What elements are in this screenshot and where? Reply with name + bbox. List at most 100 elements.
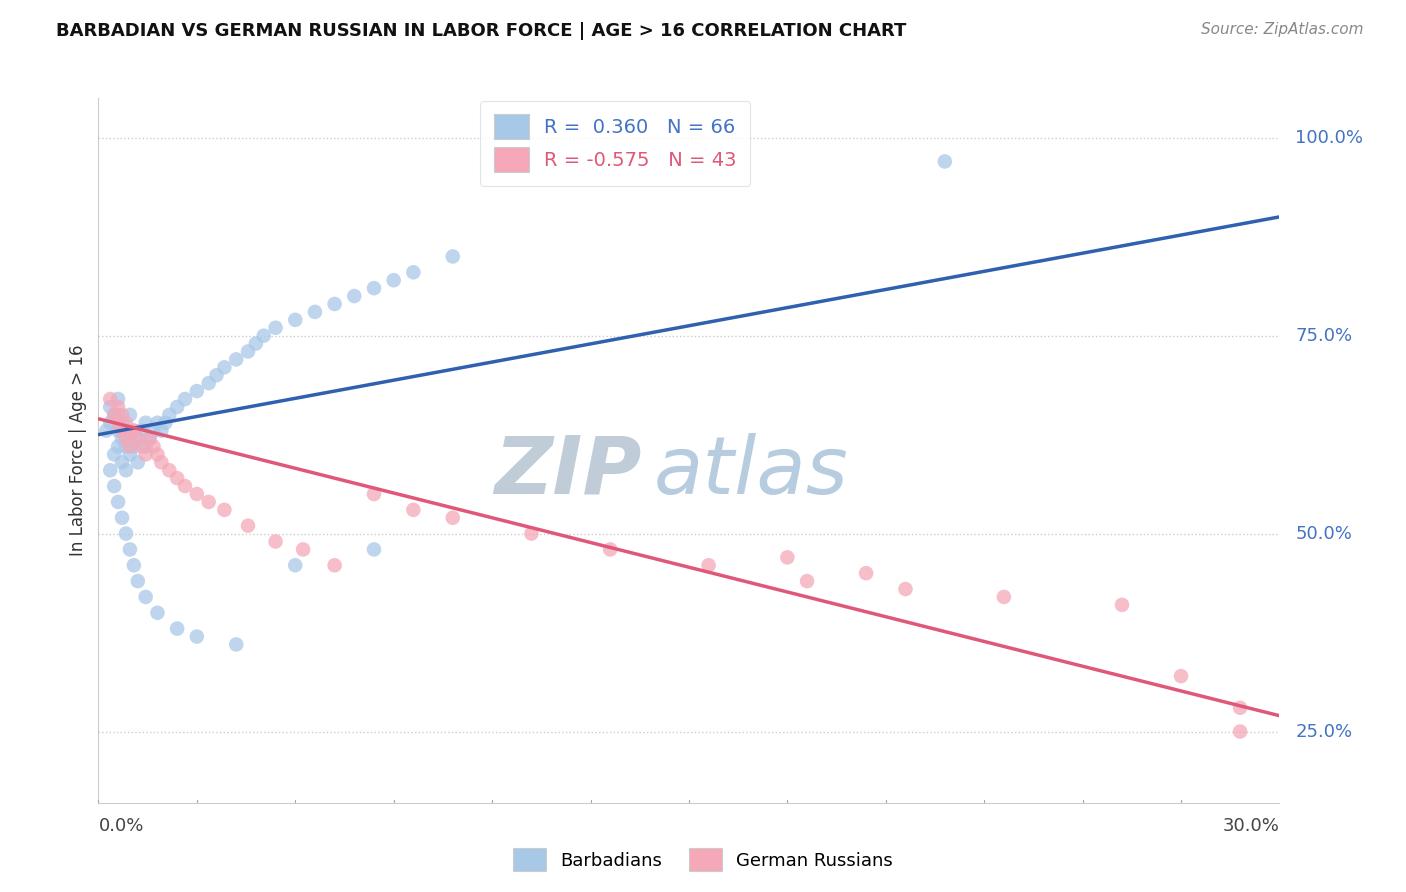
Point <box>146 447 169 461</box>
Text: atlas: atlas <box>654 433 848 510</box>
Point <box>111 408 134 422</box>
Point <box>1111 598 1133 612</box>
Point <box>138 432 160 446</box>
Point <box>174 479 197 493</box>
Point <box>186 630 208 644</box>
Text: 0.0%: 0.0% <box>98 817 143 835</box>
Point <box>402 503 425 517</box>
Point <box>796 574 818 588</box>
Point <box>131 424 153 438</box>
Point <box>107 408 129 422</box>
Point <box>115 424 138 438</box>
Point <box>98 392 121 406</box>
Point <box>197 376 219 391</box>
Point <box>157 463 180 477</box>
Point <box>382 273 405 287</box>
Point <box>402 265 425 279</box>
Point <box>157 408 180 422</box>
Point <box>363 281 385 295</box>
Point <box>697 558 720 573</box>
Point <box>98 400 121 414</box>
Point <box>127 432 149 446</box>
Point <box>122 424 145 438</box>
Point <box>363 487 385 501</box>
Point <box>155 416 177 430</box>
Point <box>1229 724 1251 739</box>
Point <box>264 320 287 334</box>
Text: 50.0%: 50.0% <box>1295 524 1353 542</box>
Point <box>107 424 129 438</box>
Text: 100.0%: 100.0% <box>1295 128 1364 146</box>
Point <box>1229 700 1251 714</box>
Text: BARBADIAN VS GERMAN RUSSIAN IN LABOR FORCE | AGE > 16 CORRELATION CHART: BARBADIAN VS GERMAN RUSSIAN IN LABOR FOR… <box>56 22 907 40</box>
Point <box>599 542 621 557</box>
Point <box>118 424 141 438</box>
Point <box>166 471 188 485</box>
Point <box>122 440 145 454</box>
Point <box>115 416 138 430</box>
Point <box>122 558 145 573</box>
Point <box>135 447 157 461</box>
Legend: R =  0.360   N = 66, R = -0.575   N = 43: R = 0.360 N = 66, R = -0.575 N = 43 <box>481 101 751 186</box>
Point <box>115 526 138 541</box>
Point <box>236 344 259 359</box>
Point <box>993 590 1015 604</box>
Point <box>107 400 129 414</box>
Point <box>142 424 165 438</box>
Point <box>236 518 259 533</box>
Point <box>122 424 145 438</box>
Point <box>150 455 173 469</box>
Point <box>118 408 141 422</box>
Point <box>96 424 118 438</box>
Point <box>118 542 141 557</box>
Point <box>127 432 149 446</box>
Point <box>135 590 157 604</box>
Point <box>135 440 157 454</box>
Point <box>111 510 134 524</box>
Point <box>284 313 307 327</box>
Point <box>441 510 464 524</box>
Point <box>103 447 125 461</box>
Point <box>107 495 129 509</box>
Point <box>111 455 134 469</box>
Point <box>127 455 149 469</box>
Point <box>166 400 188 414</box>
Point <box>363 542 385 557</box>
Point <box>292 542 315 557</box>
Text: 30.0%: 30.0% <box>1223 817 1279 835</box>
Point <box>894 582 917 596</box>
Point <box>225 352 247 367</box>
Text: ZIP: ZIP <box>495 433 641 510</box>
Point <box>142 440 165 454</box>
Point <box>103 408 125 422</box>
Point <box>253 328 276 343</box>
Point <box>855 566 877 581</box>
Point <box>135 416 157 430</box>
Legend: Barbadians, German Russians: Barbadians, German Russians <box>506 841 900 879</box>
Point <box>131 440 153 454</box>
Point <box>441 250 464 264</box>
Point <box>214 503 236 517</box>
Point <box>111 424 134 438</box>
Point <box>118 447 141 461</box>
Point <box>343 289 366 303</box>
Point <box>98 416 121 430</box>
Point <box>111 432 134 446</box>
Point <box>186 487 208 501</box>
Point <box>934 154 956 169</box>
Point <box>115 432 138 446</box>
Point <box>166 622 188 636</box>
Point <box>520 526 543 541</box>
Point <box>115 440 138 454</box>
Point <box>115 463 138 477</box>
Text: 75.0%: 75.0% <box>1295 326 1353 344</box>
Y-axis label: In Labor Force | Age > 16: In Labor Force | Age > 16 <box>69 344 87 557</box>
Point <box>118 440 141 454</box>
Point <box>138 432 160 446</box>
Point <box>323 558 346 573</box>
Point <box>323 297 346 311</box>
Point <box>146 606 169 620</box>
Point <box>205 368 228 383</box>
Text: 25.0%: 25.0% <box>1295 723 1353 740</box>
Point <box>284 558 307 573</box>
